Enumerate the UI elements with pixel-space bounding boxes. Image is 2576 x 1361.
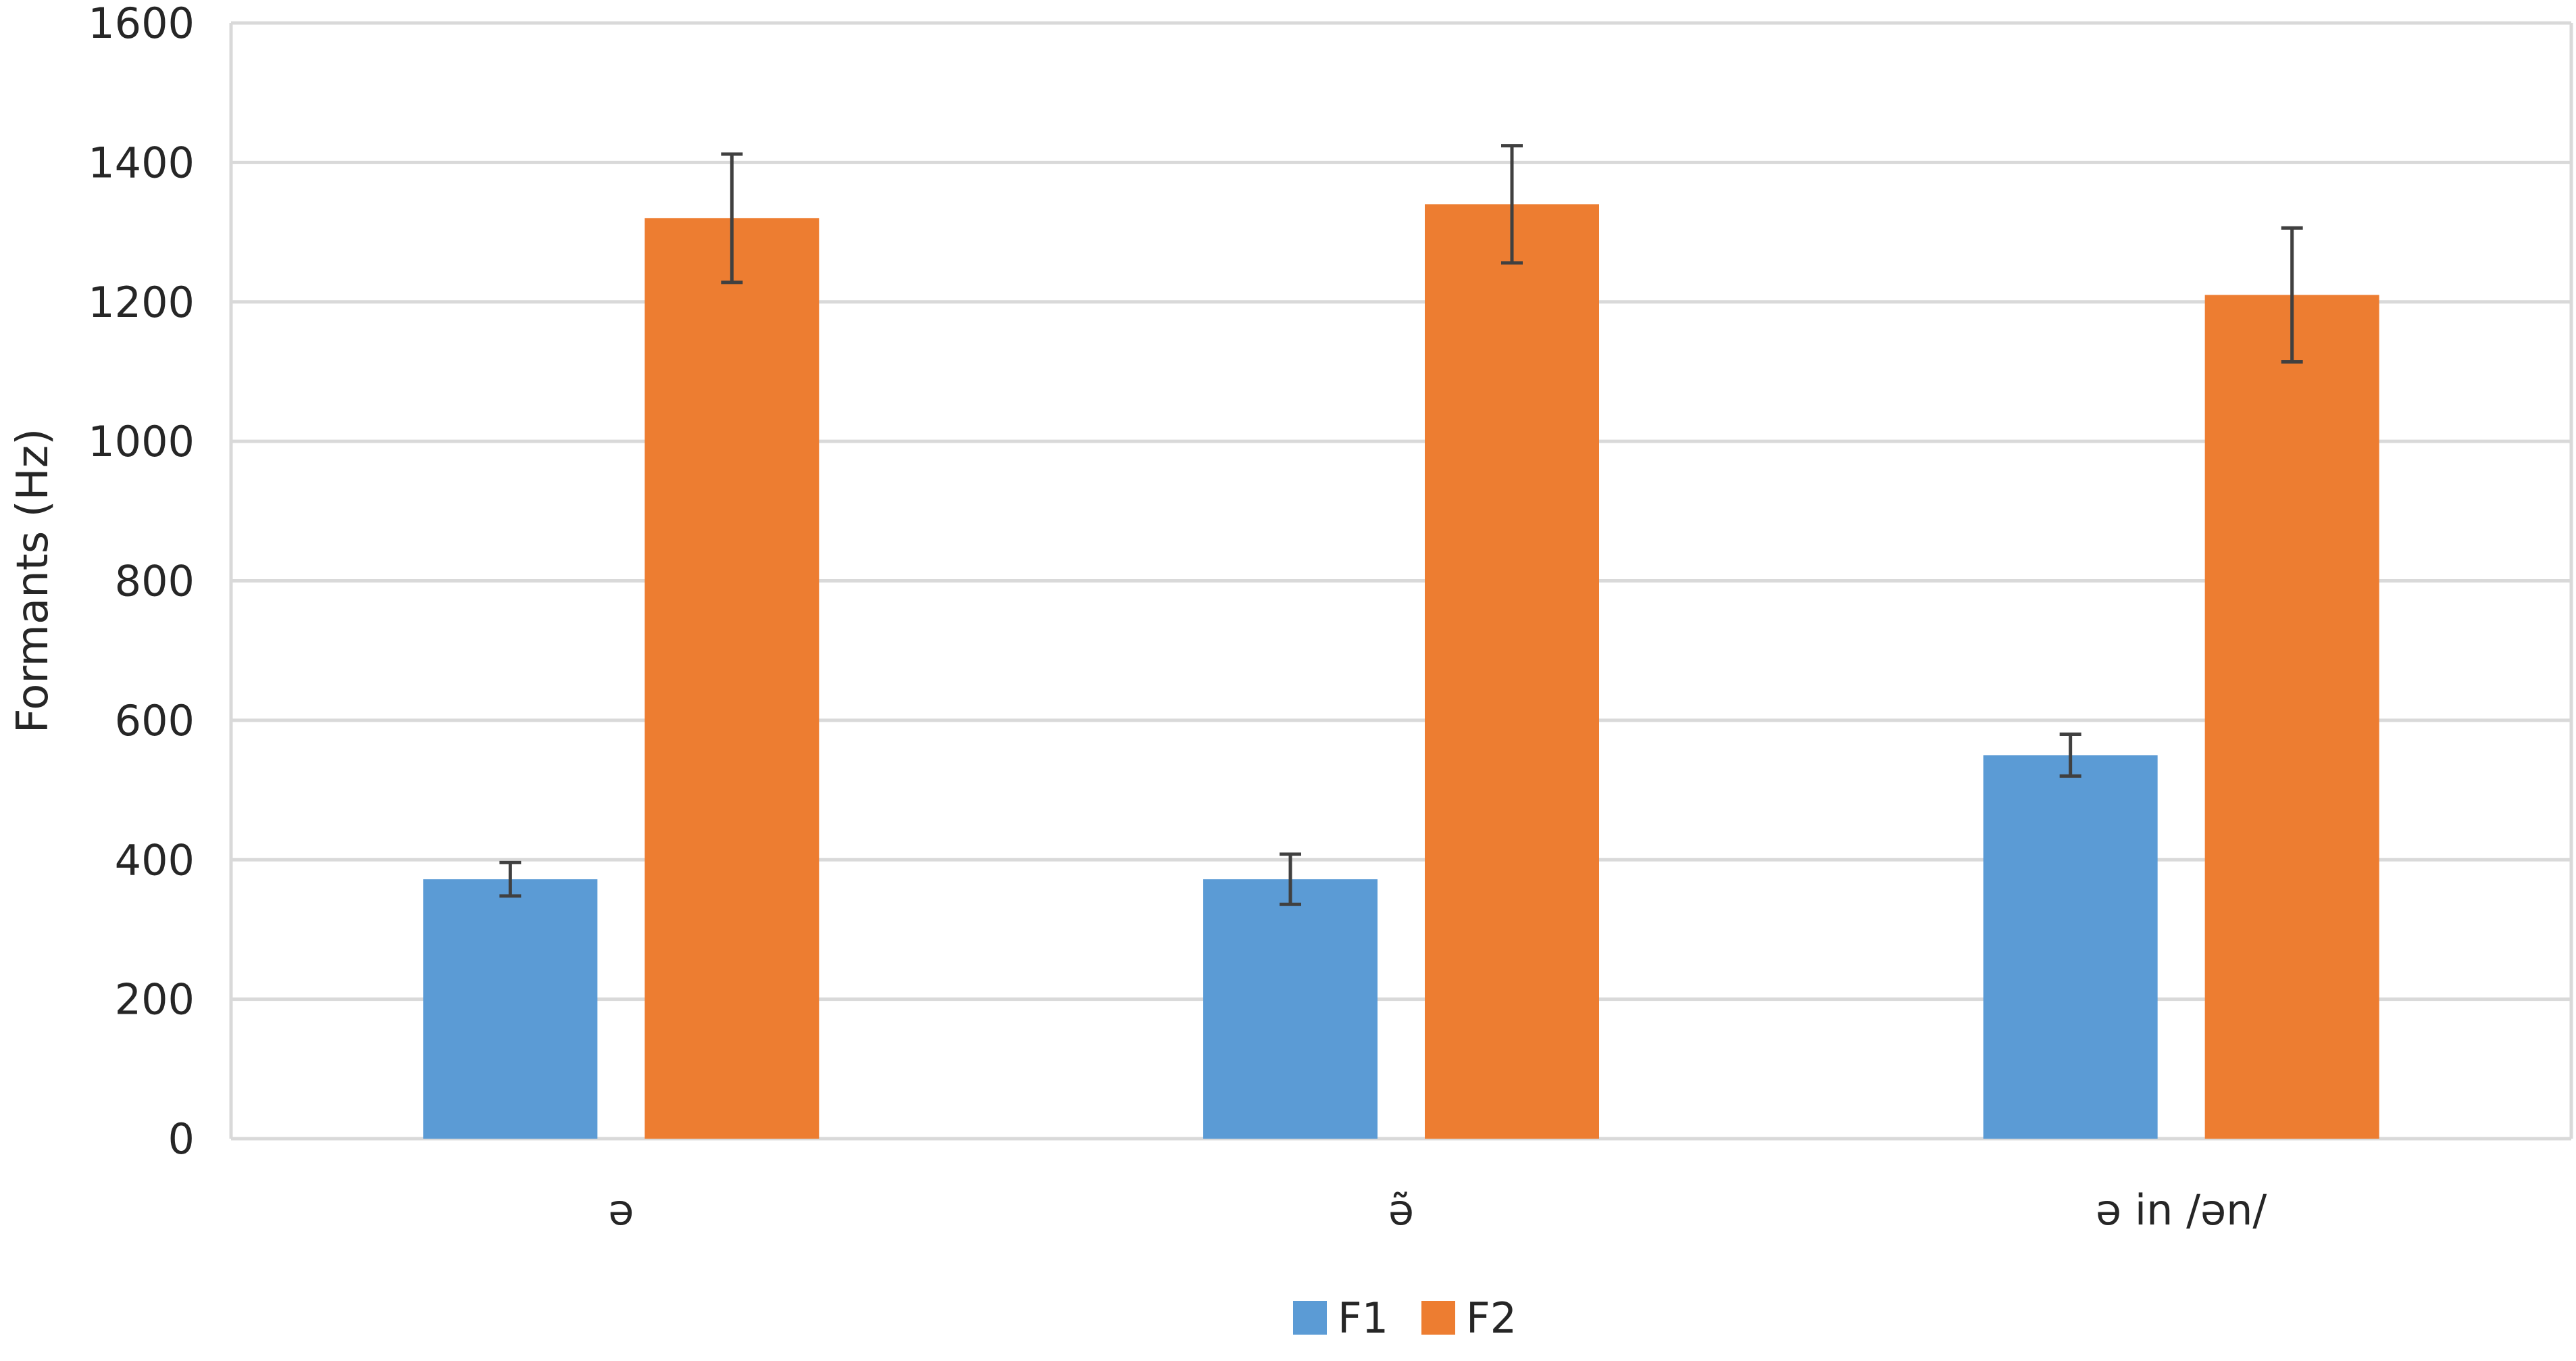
error-bar-f2-0 xyxy=(721,152,743,284)
x-tick-label: ə in /ən/ xyxy=(2096,1185,2267,1235)
legend-swatch xyxy=(1293,1301,1327,1335)
x-tick-label: ə̃ xyxy=(1388,1185,1414,1235)
bar-f1-2 xyxy=(1983,755,2158,1139)
error-bar-f1-0 xyxy=(499,860,522,898)
bar-f1-1 xyxy=(1203,879,1378,1139)
error-bars xyxy=(499,144,2303,906)
error-bar-f1-1 xyxy=(1280,852,1301,906)
bar-f2-0 xyxy=(645,218,819,1139)
y-tick-label: 1200 xyxy=(88,278,195,327)
y-tick-label: 1600 xyxy=(88,0,195,48)
legend: F1 F2 xyxy=(1293,1293,1517,1343)
gridlines xyxy=(229,21,2573,1141)
y-tick-label: 800 xyxy=(115,557,195,606)
legend-item-f2: F2 xyxy=(1421,1293,1517,1343)
bar-f2-2 xyxy=(2204,295,2379,1139)
legend-swatch xyxy=(1421,1301,1455,1335)
x-tick-label: ə xyxy=(608,1185,634,1235)
y-tick-label: 200 xyxy=(115,975,195,1024)
error-bar-f2-2 xyxy=(2281,226,2303,364)
bar-f1-0 xyxy=(423,879,598,1139)
y-tick-label: 400 xyxy=(115,835,195,885)
y-tick-label: 600 xyxy=(115,696,195,745)
y-axis-title: Formants (Hz) xyxy=(8,428,58,733)
legend-label: F2 xyxy=(1466,1293,1517,1343)
y-tick-label: 0 xyxy=(168,1114,195,1164)
error-bar-f1-2 xyxy=(2059,733,2081,778)
legend-item-f1: F1 xyxy=(1293,1293,1388,1343)
y-tick-labels: 0 200 400 600 800 1000 1200 1400 1600 xyxy=(88,0,195,1164)
y-tick-label: 1400 xyxy=(88,138,195,187)
x-tick-labels: ə ə̃ ə in /ən/ xyxy=(608,1185,2267,1235)
bars xyxy=(423,204,2379,1139)
error-bar-f2-1 xyxy=(1501,144,1523,265)
bar-f2-1 xyxy=(1425,204,1599,1139)
y-tick-label: 1000 xyxy=(88,417,195,466)
legend-label: F1 xyxy=(1338,1293,1388,1343)
